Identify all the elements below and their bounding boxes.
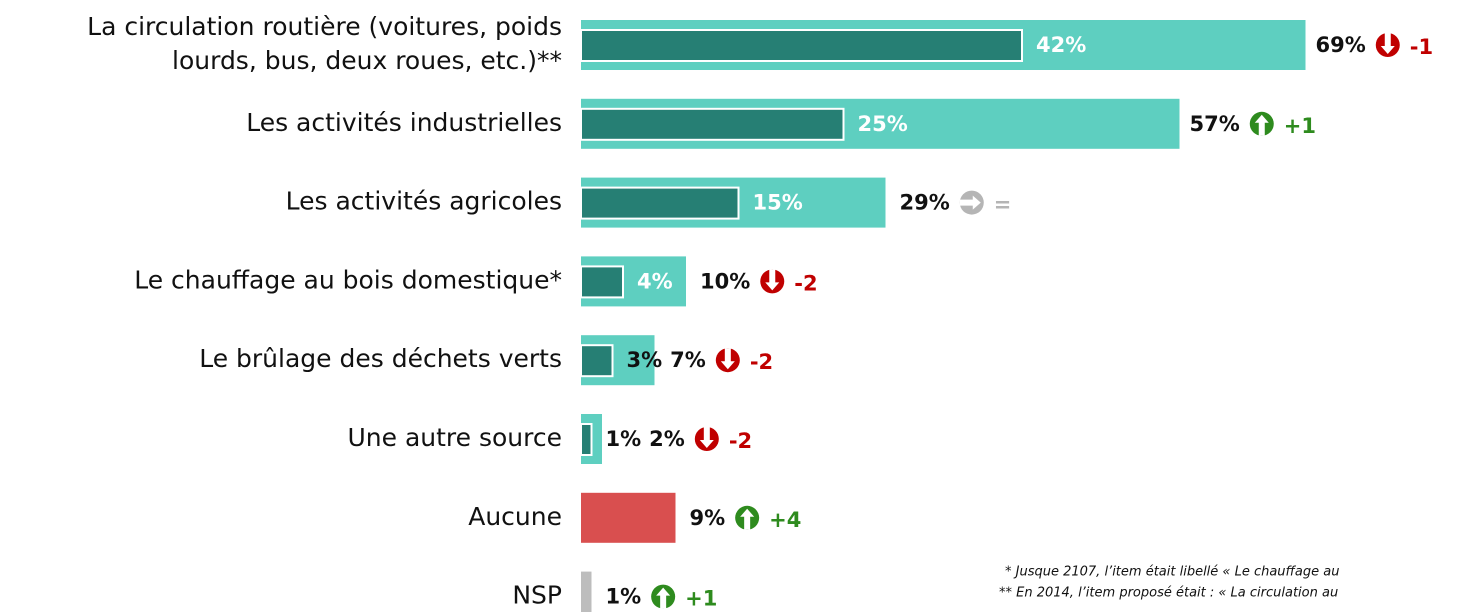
first-bar	[580, 423, 593, 456]
trend-icon	[715, 348, 740, 373]
first-value-label: 25%	[858, 112, 908, 136]
change-label: -2	[729, 429, 752, 453]
value-label: 2%	[649, 427, 685, 451]
footnote: ** En 2014, l’item proposé était : « La …	[999, 586, 1338, 601]
category-label: Les activités agricoles	[286, 187, 562, 216]
change-label: +4	[769, 508, 801, 532]
change-label: +1	[685, 587, 717, 611]
first-bar	[580, 344, 614, 378]
first-bar	[580, 107, 845, 141]
change-label: +1	[1284, 114, 1316, 138]
first-bar	[580, 265, 624, 299]
trend-icon	[1249, 111, 1274, 136]
value-label: 1%	[606, 585, 642, 609]
category-label: La circulation routière (voitures, poids	[87, 12, 562, 41]
footnote: * Jusque 2107, l’item était libellé « Le…	[1005, 565, 1339, 580]
first-value-label: 15%	[753, 191, 803, 215]
total-bar	[581, 492, 676, 543]
total-bar	[581, 571, 592, 612]
first-value-label: 1%	[606, 427, 642, 451]
trend-icon	[959, 190, 984, 215]
category-label: lourds, bus, deux roues, etc.)**	[172, 46, 562, 75]
trend-icon	[735, 505, 760, 530]
category-label: Aucune	[468, 502, 562, 531]
trend-icon	[1375, 33, 1400, 57]
value-label: 9%	[690, 506, 726, 530]
category-label: Le brûlage des déchets verts	[199, 344, 562, 373]
value-label: 57%	[1190, 112, 1240, 136]
change-label: -1	[1410, 35, 1433, 59]
trend-icon	[651, 584, 676, 609]
first-bar	[580, 186, 740, 220]
value-label: 10%	[700, 269, 750, 293]
trend-icon	[760, 269, 785, 294]
first-value-label: 3%	[627, 348, 663, 372]
change-label: -2	[794, 271, 817, 295]
category-label: Une autre source	[347, 423, 562, 452]
category-label: Le chauffage au bois domestique*	[134, 265, 562, 294]
change-label: -2	[750, 350, 773, 374]
trend-icon	[694, 427, 719, 451]
category-label: Les activités industrielles	[246, 108, 562, 137]
category-label: NSP	[512, 581, 562, 610]
first-value-label: 4%	[637, 269, 673, 293]
value-label: 69%	[1316, 33, 1366, 57]
value-label: 29%	[900, 191, 950, 215]
change-label: =	[994, 193, 1012, 217]
value-label: 7%	[670, 348, 706, 372]
first-bar	[580, 29, 1023, 62]
first-value-label: 42%	[1036, 33, 1086, 57]
